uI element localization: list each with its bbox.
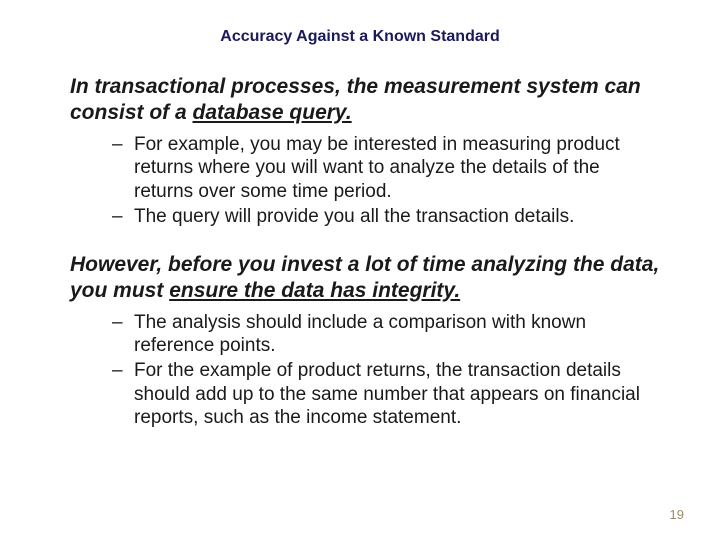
page-number: 19 (670, 507, 684, 522)
lead-paragraph-1: In transactional processes, the measurem… (70, 74, 670, 125)
bullet-list-1: For example, you may be interested in me… (112, 133, 660, 228)
lead-2-underlined: ensure the data has integrity. (169, 279, 460, 302)
slide-title: Accuracy Against a Known Standard (50, 28, 670, 46)
list-item: The analysis should include a comparison… (112, 311, 660, 357)
bullet-list-2: The analysis should include a comparison… (112, 311, 660, 429)
lead-paragraph-2: However, before you invest a lot of time… (70, 252, 670, 303)
lead-1-underlined: database query. (193, 101, 352, 124)
list-item: For the example of product returns, the … (112, 359, 660, 429)
lead-1-text: In transactional processes, the measurem… (70, 75, 641, 124)
list-item: The query will provide you all the trans… (112, 205, 660, 228)
list-item: For example, you may be interested in me… (112, 133, 660, 203)
